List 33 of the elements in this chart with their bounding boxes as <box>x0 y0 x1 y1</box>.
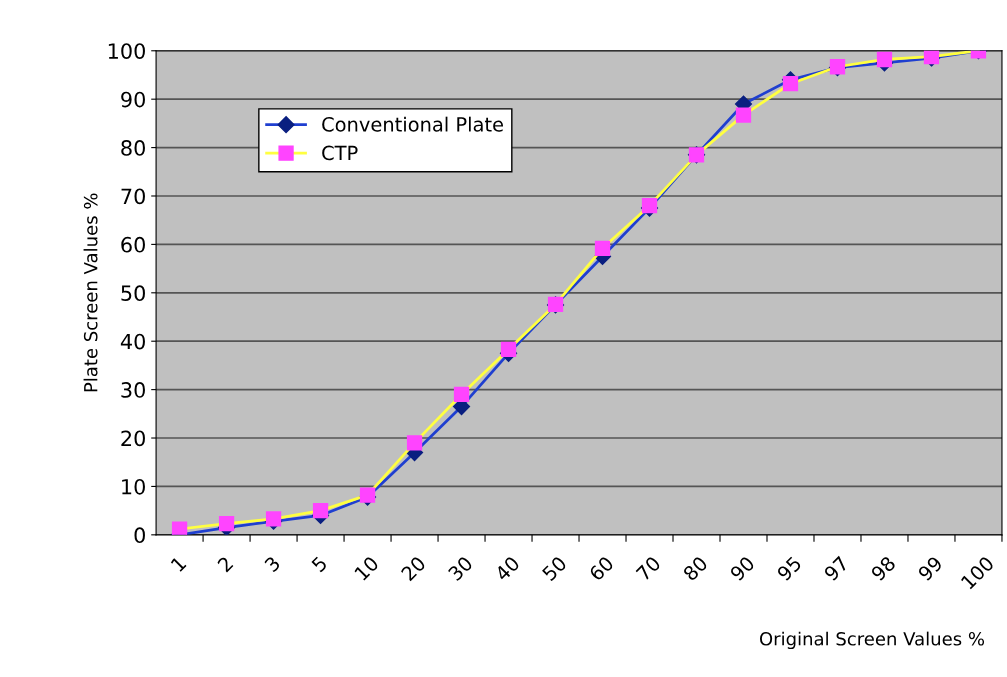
legend-label: CTP <box>322 145 358 161</box>
x-tick-label: 3 <box>263 555 281 573</box>
x-tick-label: 90 <box>729 555 756 582</box>
x-tick-label: 20 <box>400 555 427 582</box>
x-tick-label: 5 <box>311 555 328 573</box>
y-tick-label: 30 <box>121 382 145 398</box>
x-tick-label: 1 <box>170 555 187 572</box>
y-axis-title: Plate Screen Values % <box>83 193 98 392</box>
x-tick-label: 30 <box>447 555 474 582</box>
x-tick-label: 97 <box>823 555 850 582</box>
y-tick-label: 50 <box>121 285 145 302</box>
x-tick-label: 100 <box>960 555 995 590</box>
x-tick-label: 10 <box>353 555 380 581</box>
x-tick-label: 99 <box>917 555 944 582</box>
y-tick-label: 10 <box>122 478 145 495</box>
x-tick-label: 2 <box>216 555 234 573</box>
x-tick-label: 40 <box>494 555 521 582</box>
x-tick-label: 98 <box>870 555 897 582</box>
y-tick-label: 100 <box>108 43 145 59</box>
y-tick-label: 80 <box>121 140 145 156</box>
y-tick-label: 40 <box>120 333 145 350</box>
x-tick-label: 70 <box>635 555 662 582</box>
x-tick-label: 60 <box>588 555 615 582</box>
y-tick-label: 20 <box>121 430 145 447</box>
legend-label: Conventional Plate <box>322 116 504 132</box>
y-tick-label: 0 <box>134 527 145 544</box>
x-tick-label: 50 <box>541 555 568 582</box>
x-axis-title: Original Screen Values % <box>759 631 985 650</box>
y-tick-label: 90 <box>121 91 145 108</box>
x-tick-label: 80 <box>682 555 709 582</box>
y-tick-label: 60 <box>121 236 145 253</box>
y-tick-label: 70 <box>121 188 145 205</box>
x-tick-label: 95 <box>776 555 803 582</box>
